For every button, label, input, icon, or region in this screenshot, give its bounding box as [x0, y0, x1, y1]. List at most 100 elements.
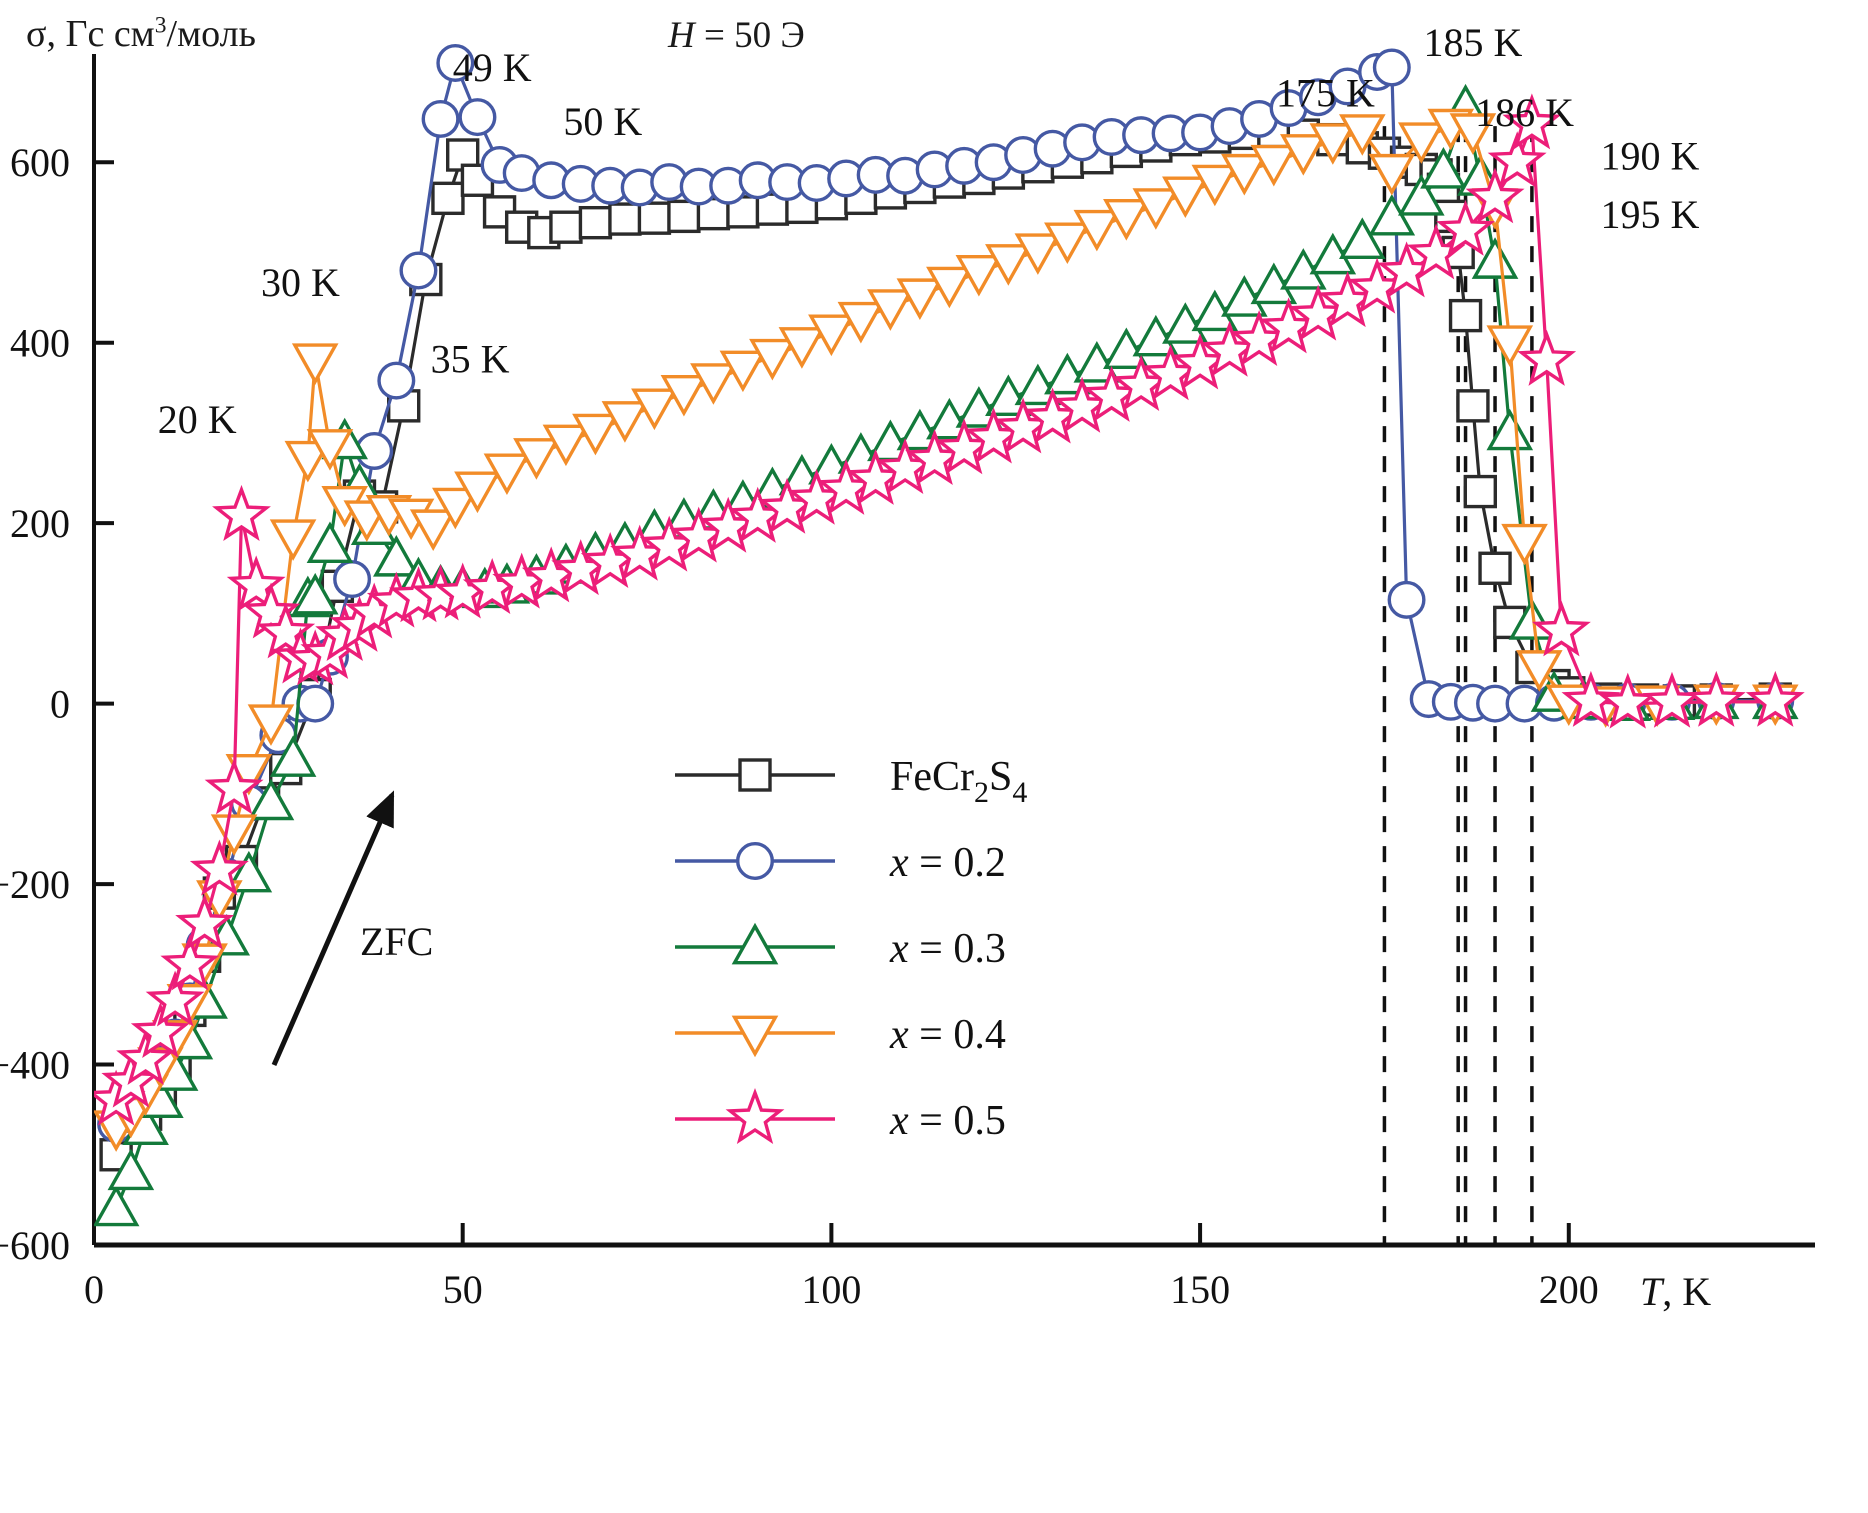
marker-circle — [736, 842, 774, 880]
marker-circle — [399, 251, 438, 290]
marker-triangle-down — [572, 413, 619, 456]
marker-triangle-down — [306, 429, 354, 471]
x-axis-label: T, K — [1640, 1269, 1711, 1314]
marker-triangle-down — [1398, 122, 1445, 164]
marker-square — [738, 758, 772, 792]
marker-triangle-up — [896, 408, 944, 451]
legend-label: x = 0.2 — [889, 840, 1006, 886]
marker-star — [1745, 670, 1805, 727]
marker-triangle-up — [985, 374, 1032, 416]
marker-triangle-down — [1221, 153, 1268, 196]
marker-square — [431, 181, 465, 216]
marker-triangle-down — [778, 327, 826, 369]
marker-square — [608, 202, 642, 236]
annotation-50-k: 50 K — [563, 99, 642, 144]
marker-square — [1478, 551, 1512, 585]
marker-triangle-up — [94, 1184, 140, 1227]
annotation-35-k: 35 K — [431, 336, 510, 381]
marker-triangle-down — [690, 363, 737, 405]
marker-triangle-down — [454, 471, 501, 514]
marker-star — [1517, 329, 1577, 386]
y-tick-label: 0 — [50, 682, 70, 727]
marker-triangle-down — [432, 487, 479, 530]
y-axis-label: σ, Гс см3/моль — [26, 12, 256, 55]
marker-triangle-up — [1486, 408, 1534, 451]
legend-label: x = 0.4 — [889, 1012, 1006, 1058]
marker-circle — [1387, 580, 1426, 619]
marker-triangle-up — [107, 1148, 155, 1191]
marker-triangle-up — [1162, 302, 1209, 344]
y-tick-label: −600 — [0, 1223, 70, 1268]
marker-triangle-down — [749, 338, 796, 381]
legend-entry-3[interactable]: x = 0.4 — [675, 1012, 1006, 1058]
legend-entry-4[interactable]: x = 0.5 — [675, 1088, 1006, 1145]
marker-star — [145, 970, 205, 1027]
marker-triangle-down — [1501, 523, 1548, 566]
marker-triangle-up — [1103, 327, 1150, 370]
marker-circle — [296, 684, 335, 723]
marker-triangle-down — [1191, 164, 1239, 207]
marker-triangle-down — [896, 278, 944, 320]
zfc-arrow-group: ZFC — [271, 790, 433, 1067]
field-annotation: H = 50 Э — [668, 15, 805, 56]
marker-triangle-down — [483, 453, 531, 496]
marker-triangle-down — [1162, 176, 1209, 219]
marker-star — [1465, 167, 1525, 224]
marker-triangle-up — [1014, 363, 1062, 406]
marker-square — [637, 201, 672, 235]
marker-star — [175, 893, 235, 950]
marker-star — [725, 1088, 785, 1145]
marker-triangle-up — [1044, 352, 1091, 395]
marker-triangle-down — [985, 244, 1032, 286]
marker-triangle-down — [247, 704, 295, 746]
marker-triangle-down — [601, 401, 649, 443]
marker-triangle-up — [306, 521, 354, 564]
marker-square — [1463, 474, 1497, 509]
annotation-30-k: 30 K — [261, 260, 340, 305]
marker-star — [226, 555, 286, 612]
marker-triangle-up — [1339, 217, 1386, 259]
y-tick-label: −400 — [0, 1043, 70, 1088]
marker-triangle-down — [1103, 199, 1150, 241]
marker-triangle-up — [1420, 147, 1467, 189]
marker-square — [1448, 298, 1483, 333]
marker-star — [160, 934, 220, 991]
marker-triangle-down — [542, 424, 590, 467]
marker-triangle-down — [513, 438, 560, 480]
annotation-190-k: 190 K — [1600, 133, 1699, 178]
legend-entry-2[interactable]: x = 0.3 — [675, 922, 1006, 972]
marker-star — [1686, 670, 1746, 727]
marker-star — [212, 484, 271, 542]
marker-circle — [458, 98, 497, 137]
marker-triangle-down — [1486, 325, 1534, 367]
marker-triangle-down — [1044, 222, 1091, 265]
annotation-49-k: 49 K — [453, 45, 532, 90]
annotation-195-k: 195 K — [1600, 192, 1699, 237]
marker-star — [1531, 600, 1591, 657]
marker-triangle-down — [808, 314, 855, 357]
legend-entry-1[interactable]: x = 0.2 — [675, 840, 1006, 886]
marker-triangle-down — [955, 254, 1003, 297]
marker-triangle-up — [269, 735, 317, 777]
legend-entry-0[interactable]: FeCr2S4 — [675, 754, 1027, 809]
marker-triangle-down — [1132, 188, 1180, 230]
y-tick-label: 600 — [10, 140, 70, 185]
marker-star — [116, 1029, 176, 1086]
marker-star — [189, 839, 249, 896]
marker-square — [549, 210, 583, 244]
marker-triangle-down — [867, 289, 914, 331]
series-x---0-5 — [94, 93, 1805, 1126]
marker-triangle-up — [1398, 174, 1445, 216]
marker-triangle-up — [1132, 314, 1180, 357]
marker-triangle-up — [1221, 275, 1268, 317]
marker-triangle-down — [631, 388, 678, 431]
y-tick-label: 200 — [10, 501, 70, 546]
marker-triangle-down — [269, 519, 317, 561]
x-tick-label: 50 — [443, 1267, 483, 1312]
x-tick-label: 200 — [1539, 1267, 1599, 1312]
y-tick-label: 400 — [10, 321, 70, 366]
marker-triangle-down — [1014, 233, 1062, 275]
x-tick-label: 0 — [84, 1267, 104, 1312]
